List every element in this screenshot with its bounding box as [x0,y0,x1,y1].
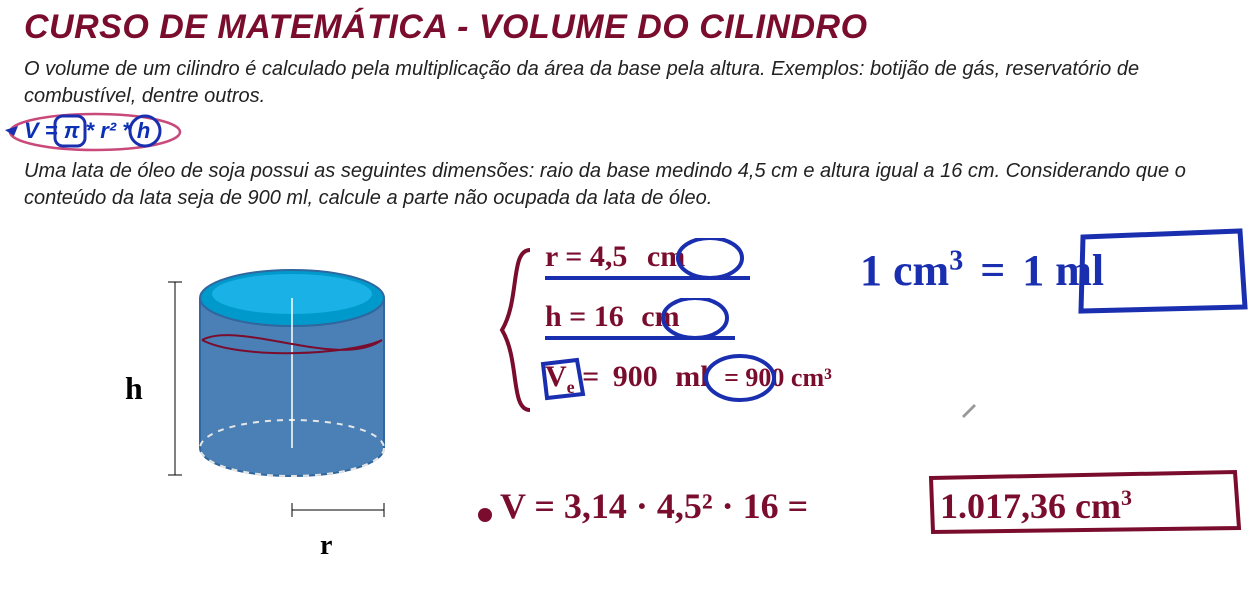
r-label: r [320,530,332,562]
conv-left-sup: 3 [949,245,963,276]
cylinder-diagram [150,250,430,550]
given-v-decor [535,352,955,407]
conv-eq: = [980,246,1005,295]
page: CURSO DE MATEMÁTICA - VOLUME DO CILINDRO… [0,0,1256,592]
h-label: h [125,370,143,407]
formula-annotation [0,110,200,154]
intro-text: O volume de um cilindro é calculado pela… [24,56,1232,110]
r-unit-circle [678,238,742,278]
given-h-decor [540,298,770,343]
conv-left: 1 cm [860,246,949,295]
v-unit-circle [706,356,774,400]
page-title: CURSO DE MATEMÁTICA - VOLUME DO CILINDRO [24,8,868,47]
v-label-box [543,360,583,398]
h-highlight [130,116,160,146]
problem-text: Uma lata de óleo de soja possui as segui… [24,158,1232,212]
unit-conversion: 1 cm3 = 1 ml [860,245,1104,296]
calc-bullet [475,505,495,525]
calc-expr: V = 3,14 · 4,5² · 16 = [500,485,808,527]
given-r-decor [540,238,770,283]
calc-result-box [925,468,1245,538]
given-brace [490,240,540,420]
pencil-icon [960,400,978,418]
conv-box [1075,225,1250,320]
h-unit-circle [663,298,727,338]
pi-highlight [55,116,85,146]
